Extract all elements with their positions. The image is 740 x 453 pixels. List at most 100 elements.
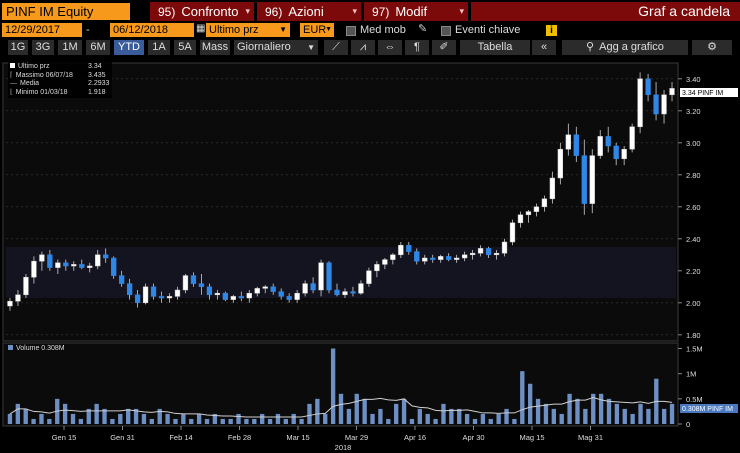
candle-body [134, 294, 141, 304]
volume-bar [7, 413, 13, 424]
candle-body [438, 256, 444, 260]
volume-bar [614, 403, 620, 424]
start-date-field[interactable]: 12/29/2017 [2, 23, 82, 37]
candle-body [446, 256, 452, 260]
candlestick-chart[interactable]: 3.40 3.20 3.00 2.80 2.60 2.40 2.20 2.00 1.80 1.5… [0, 58, 740, 453]
candle-body [342, 291, 348, 296]
volume-bar [102, 408, 107, 424]
dropdown-arrow-icon: ▼ [279, 25, 287, 34]
volume-average-line [9, 397, 673, 418]
volume-bar [299, 418, 304, 424]
end-date-field[interactable]: 06/12/2018 [110, 23, 194, 37]
table-button[interactable]: Tabella [460, 40, 530, 55]
annotate-icon[interactable]: ⇔ [378, 40, 402, 55]
volume-bar [591, 393, 596, 424]
collapse-button[interactable]: « [532, 40, 556, 55]
frequency-select[interactable]: Giornaliero ▼ [234, 40, 318, 55]
frequency-value: Giornaliero [237, 41, 291, 53]
candle-body [485, 248, 492, 256]
volume-bar [606, 398, 612, 424]
modify-menu-button[interactable]: 97) Modif ▾ [364, 2, 468, 21]
volume-bar [669, 403, 675, 424]
y-tick-label: 2.00 [686, 299, 701, 308]
currency-select[interactable]: EUR ▼ [300, 23, 334, 37]
moving-avg-checkbox[interactable] [346, 26, 356, 36]
line-chart-icon[interactable]: ⟋ [324, 40, 348, 55]
settings-gear-icon[interactable]: ⚙ [692, 40, 732, 55]
candle-body [549, 177, 556, 200]
candle-body [517, 214, 524, 224]
candle-body [573, 134, 579, 156]
period-1d[interactable]: 1G [8, 40, 28, 55]
y-tick-label: 3.20 [686, 107, 701, 116]
key-events-checkbox[interactable] [441, 26, 451, 36]
candle-body [182, 275, 189, 291]
candle-body [461, 254, 468, 259]
candle-body [653, 94, 659, 115]
currency-value: EUR [303, 24, 327, 36]
legend-value: 3.435 [88, 71, 106, 79]
volume-bar [181, 413, 186, 424]
period-1y[interactable]: 1A [148, 40, 170, 55]
key-events-label: Eventi chiave [455, 24, 521, 36]
volume-bar [236, 413, 241, 424]
period-ytd[interactable]: YTD [114, 40, 144, 55]
compare-menu-button[interactable]: 95) Confronto ▾ [150, 2, 254, 21]
draw-tool-icon[interactable]: ✐ [432, 40, 456, 55]
compare-label: Confronto [181, 4, 239, 19]
volume-bar [204, 418, 210, 424]
x-tick-label: Mag 15 [519, 433, 544, 442]
volume-bar [496, 413, 501, 424]
calendar-icon[interactable]: ▦ [196, 23, 206, 34]
candle-body [111, 257, 117, 276]
period-3d[interactable]: 3G [32, 40, 54, 55]
period-6m[interactable]: 6M [86, 40, 110, 55]
candle-body [222, 292, 228, 300]
candle-body [294, 292, 300, 300]
x-tick-label: Apr 30 [462, 433, 484, 442]
actions-menu-button[interactable]: 96) Azioni ▾ [257, 2, 361, 21]
candle-body [39, 254, 45, 262]
volume-bar [260, 413, 265, 424]
info-icon[interactable]: i [546, 25, 557, 36]
period-max[interactable]: Mass [200, 40, 230, 55]
period-1m[interactable]: 1M [58, 40, 82, 55]
y-tick-label: 2.40 [686, 235, 701, 244]
volume-bar [394, 403, 399, 424]
candle-body [358, 283, 364, 294]
candle-body [230, 296, 236, 300]
candle-body [158, 296, 165, 299]
field-select[interactable]: Ultimo prz ▼ [206, 23, 290, 37]
price-legend: Ultimo prz 3.34 ⌈ Massimo 06/07/18 3.435 … [8, 62, 112, 98]
pencil-icon[interactable]: ✎ [418, 23, 428, 35]
period-5y[interactable]: 5A [174, 40, 196, 55]
candle-body [254, 288, 260, 294]
candle-body [533, 206, 540, 212]
candle-body [645, 78, 651, 96]
volume-bar [346, 408, 352, 424]
security-ticker-field[interactable]: PINF IM Equity [2, 3, 130, 20]
volume-bar [449, 408, 454, 424]
add-to-chart-button[interactable]: ⚲ Agg a grafico [562, 40, 688, 55]
volume-bar [480, 413, 486, 424]
candle-body [206, 286, 213, 296]
legend-value: 3.34 [88, 63, 102, 70]
candle-body [637, 78, 643, 128]
candle-body [589, 155, 595, 204]
chart-style-icon[interactable]: ⩘ [351, 40, 375, 55]
volume-bar [275, 413, 281, 424]
volume-bar [409, 418, 415, 424]
max-marker-icon: ⌈ [10, 71, 13, 79]
volume-bar [118, 413, 123, 424]
y-tick-label: 2.60 [686, 203, 701, 212]
volume-bar [457, 408, 462, 424]
candle-body [119, 275, 125, 284]
caret-down-icon: ▾ [245, 6, 250, 16]
candle-body [79, 264, 85, 268]
volume-bar [330, 348, 336, 424]
y-tick-label: 2.20 [686, 267, 701, 276]
text-tool-icon[interactable]: ¶ [405, 40, 429, 55]
candle-body [422, 257, 428, 262]
candle-body [150, 286, 157, 297]
candle-body [661, 94, 667, 115]
